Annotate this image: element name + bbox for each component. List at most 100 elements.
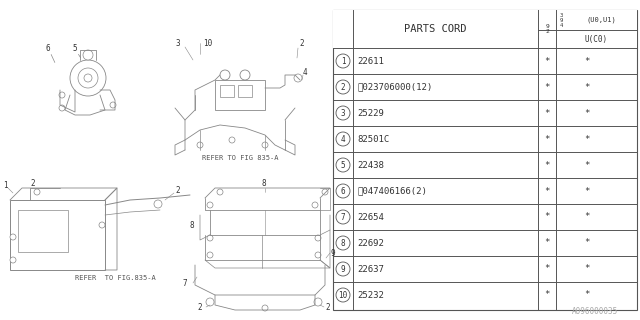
Circle shape bbox=[59, 105, 65, 111]
Text: 3: 3 bbox=[176, 38, 180, 47]
Circle shape bbox=[336, 236, 350, 250]
Text: *: * bbox=[584, 161, 589, 170]
Circle shape bbox=[220, 70, 230, 80]
Bar bbox=[10, 200, 105, 270]
Text: 10: 10 bbox=[339, 291, 348, 300]
Text: 7: 7 bbox=[182, 278, 188, 287]
Text: *: * bbox=[584, 187, 589, 196]
Circle shape bbox=[294, 74, 302, 82]
Text: *: * bbox=[584, 238, 589, 247]
Circle shape bbox=[312, 202, 318, 208]
Text: *: * bbox=[544, 265, 550, 274]
Text: 2: 2 bbox=[198, 302, 202, 311]
Text: 22637: 22637 bbox=[357, 265, 384, 274]
Text: 22654: 22654 bbox=[357, 212, 384, 221]
Text: 6: 6 bbox=[45, 44, 51, 52]
Circle shape bbox=[240, 70, 250, 80]
Text: 22611: 22611 bbox=[357, 57, 384, 66]
Circle shape bbox=[336, 132, 350, 146]
Text: 9: 9 bbox=[340, 265, 346, 274]
Circle shape bbox=[70, 60, 106, 96]
Circle shape bbox=[336, 158, 350, 172]
Circle shape bbox=[34, 189, 40, 195]
Text: *: * bbox=[544, 187, 550, 196]
Circle shape bbox=[336, 210, 350, 224]
Circle shape bbox=[78, 68, 98, 88]
Circle shape bbox=[262, 142, 268, 148]
Bar bbox=[333, 10, 637, 310]
Text: U(C0): U(C0) bbox=[585, 35, 608, 44]
Text: *: * bbox=[584, 291, 589, 300]
Text: 10: 10 bbox=[204, 38, 212, 47]
Circle shape bbox=[207, 235, 213, 241]
Text: 3: 3 bbox=[340, 108, 346, 117]
Text: *: * bbox=[544, 291, 550, 300]
Circle shape bbox=[84, 74, 92, 82]
Text: 6: 6 bbox=[340, 187, 346, 196]
Text: *: * bbox=[584, 108, 589, 117]
Text: *: * bbox=[544, 134, 550, 143]
Circle shape bbox=[336, 288, 350, 302]
Bar bbox=[220, 85, 234, 97]
Text: 22438: 22438 bbox=[357, 161, 384, 170]
Circle shape bbox=[59, 92, 65, 98]
Text: *: * bbox=[584, 265, 589, 274]
Bar bbox=[215, 80, 265, 110]
Circle shape bbox=[10, 257, 16, 263]
Text: Ⓝ023706000(12): Ⓝ023706000(12) bbox=[357, 83, 432, 92]
Text: 4: 4 bbox=[340, 134, 346, 143]
Circle shape bbox=[10, 234, 16, 240]
Text: A096000035: A096000035 bbox=[572, 308, 618, 316]
Circle shape bbox=[336, 106, 350, 120]
Text: PARTS CORD: PARTS CORD bbox=[404, 24, 467, 34]
Text: *: * bbox=[584, 134, 589, 143]
Text: *: * bbox=[584, 83, 589, 92]
Circle shape bbox=[262, 305, 268, 311]
Text: *: * bbox=[544, 108, 550, 117]
Circle shape bbox=[336, 184, 350, 198]
Text: 4: 4 bbox=[303, 68, 307, 76]
Text: *: * bbox=[544, 238, 550, 247]
Text: 25229: 25229 bbox=[357, 108, 384, 117]
Text: 2: 2 bbox=[326, 302, 330, 311]
Text: 2: 2 bbox=[300, 38, 304, 47]
Circle shape bbox=[336, 262, 350, 276]
Text: REFER TO FIG 835-A: REFER TO FIG 835-A bbox=[202, 155, 278, 161]
Circle shape bbox=[197, 142, 203, 148]
Text: 3
9
4: 3 9 4 bbox=[559, 12, 563, 28]
Text: *: * bbox=[544, 212, 550, 221]
Text: 5: 5 bbox=[340, 161, 346, 170]
Text: 25232: 25232 bbox=[357, 291, 384, 300]
Text: 2: 2 bbox=[176, 186, 180, 195]
Text: *: * bbox=[544, 83, 550, 92]
Text: 2: 2 bbox=[31, 179, 35, 188]
Text: 82501C: 82501C bbox=[357, 134, 389, 143]
Text: 8: 8 bbox=[189, 220, 195, 229]
Text: (U0,U1): (U0,U1) bbox=[587, 17, 616, 23]
Text: 2: 2 bbox=[340, 83, 346, 92]
Text: 5: 5 bbox=[73, 44, 77, 52]
Text: 8: 8 bbox=[262, 179, 266, 188]
Text: Ⓜ047406166(2): Ⓜ047406166(2) bbox=[357, 187, 427, 196]
Text: *: * bbox=[544, 57, 550, 66]
Bar bbox=[238, 85, 252, 97]
Text: REFER  TO FIG.835-A: REFER TO FIG.835-A bbox=[75, 275, 156, 281]
Circle shape bbox=[229, 137, 235, 143]
Circle shape bbox=[154, 200, 162, 208]
Circle shape bbox=[336, 54, 350, 68]
Text: 8: 8 bbox=[340, 238, 346, 247]
Text: *: * bbox=[584, 212, 589, 221]
Circle shape bbox=[217, 189, 223, 195]
Bar bbox=[333, 10, 637, 48]
Circle shape bbox=[83, 50, 93, 60]
Circle shape bbox=[206, 298, 214, 306]
Circle shape bbox=[315, 235, 321, 241]
Circle shape bbox=[99, 222, 105, 228]
Text: 1: 1 bbox=[340, 57, 346, 66]
Text: 9
2: 9 2 bbox=[545, 24, 549, 34]
Circle shape bbox=[207, 252, 213, 258]
Text: *: * bbox=[584, 57, 589, 66]
Circle shape bbox=[336, 80, 350, 94]
Circle shape bbox=[315, 252, 321, 258]
Text: 7: 7 bbox=[340, 212, 346, 221]
